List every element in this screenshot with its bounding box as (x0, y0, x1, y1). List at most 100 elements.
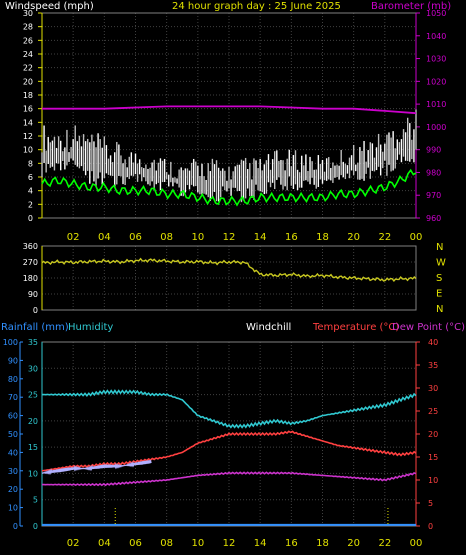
temp-y-tick-label: 15 (428, 453, 438, 462)
temp-y-tick-label: 0 (428, 522, 433, 531)
wind-x-tick-label: 04 (98, 232, 111, 243)
wind-y-tick-label: 22 (23, 64, 33, 73)
baro-y-tick-label: 1000 (426, 123, 446, 132)
wind-x-tick-label: 02 (67, 232, 80, 243)
direction-y-tick-label: 360 (23, 242, 38, 251)
wind-y-tick-label: 14 (23, 118, 33, 127)
baro-y-tick-label: 1030 (426, 55, 446, 64)
temp-x-tick-label: 10 (191, 538, 204, 549)
temp-x-tick-label: 02 (67, 538, 80, 549)
humidity-y-tick-label: 20 (28, 417, 38, 426)
wind-x-tick-label: 06 (129, 232, 142, 243)
windchill-line (41, 460, 152, 476)
wind-y-tick-label: 12 (23, 132, 33, 141)
temp-y-tick-label: 30 (428, 384, 438, 393)
wind-y-tick-label: 18 (23, 91, 33, 100)
baro-y-tick-label: 980 (426, 168, 441, 177)
direction-y-tick-label: 270 (23, 258, 38, 267)
temp-x-tick-label: 00 (410, 538, 423, 549)
temp-x-tick-label: 14 (254, 538, 267, 549)
temperature-line (41, 430, 417, 472)
wind-x-tick-label: 12 (223, 232, 236, 243)
baro-y-tick-label: 960 (426, 214, 441, 223)
humidity-y-tick-label: 35 (28, 338, 38, 347)
baro-y-tick-label: 990 (426, 146, 441, 155)
temp-x-tick-label: 18 (316, 538, 329, 549)
wind-y-tick-label: 4 (28, 187, 33, 196)
wind-y-tick-label: 20 (23, 77, 33, 86)
barometer-line (42, 105, 417, 115)
temp-y-tick-label: 5 (428, 499, 433, 508)
baro-y-tick-label: 1040 (426, 32, 446, 41)
humidity-line (41, 389, 417, 429)
temp-x-tick-label: 08 (160, 538, 173, 549)
baro-y-tick-label: 1020 (426, 77, 446, 86)
wind-y-tick-label: 24 (23, 50, 33, 59)
wind-y-tick-label: 0 (28, 214, 33, 223)
wind-direction-line (41, 257, 417, 282)
humidity-y-tick-label: 15 (28, 443, 38, 452)
compass-label: W (436, 258, 446, 269)
humidity-y-tick-label: 5 (33, 496, 38, 505)
wind-x-tick-label: 20 (347, 232, 360, 243)
graph-date-title: 24 hour graph day : 25 June 2025 (172, 1, 341, 12)
temp-x-tick-label: 20 (347, 538, 360, 549)
wind-y-tick-label: 26 (23, 36, 33, 45)
direction-y-tick-label: 0 (33, 306, 38, 315)
temp-y-tick-label: 10 (428, 476, 438, 485)
direction-y-tick-label: 90 (28, 290, 38, 299)
windchill-title: Windchill (246, 322, 291, 333)
rain-y-tick-label: 100 (3, 338, 18, 347)
wind-x-tick-label: 08 (160, 232, 173, 243)
wind-y-tick-label: 8 (28, 159, 33, 168)
rain-y-tick-label: 90 (8, 356, 18, 365)
temp-y-tick-label: 35 (428, 361, 438, 370)
wind-barometer-chart: 0246810121416182022242628309609709809901… (23, 9, 447, 243)
temperature-title: Temperature (°C) (312, 322, 399, 333)
wind-x-tick-label: 18 (316, 232, 329, 243)
rain-y-tick-label: 10 (8, 504, 18, 513)
baro-y-tick-label: 1010 (426, 100, 446, 109)
compass-label: S (436, 273, 442, 284)
wind-y-tick-label: 16 (23, 105, 33, 114)
compass-label: N (436, 304, 443, 315)
baro-y-tick-label: 1050 (426, 9, 446, 18)
rain-y-tick-label: 0 (13, 522, 18, 531)
wind-y-tick-label: 10 (23, 146, 33, 155)
wind-y-tick-label: 30 (23, 9, 33, 18)
compass-label: N (436, 242, 443, 253)
wind-y-tick-label: 6 (28, 173, 33, 182)
temp-x-tick-label: 04 (98, 538, 111, 549)
direction-y-tick-label: 180 (23, 274, 38, 283)
humidity-title: Humidity (68, 322, 113, 333)
dewpoint-line (42, 471, 417, 487)
temp-x-tick-label: 22 (378, 538, 391, 549)
wind-x-tick-label: 14 (254, 232, 267, 243)
rain-y-tick-label: 40 (8, 448, 18, 457)
baro-y-tick-label: 970 (426, 191, 441, 200)
temp-x-tick-label: 16 (285, 538, 298, 549)
rain-y-tick-label: 70 (8, 393, 18, 402)
dewpoint-title: Dew Point (°C) (392, 322, 465, 333)
wind-x-tick-label: 00 (410, 232, 423, 243)
average-wind-line (41, 168, 417, 207)
wind-y-tick-label: 2 (28, 200, 33, 209)
wind-x-tick-label: 16 (285, 232, 298, 243)
temp-x-tick-label: 06 (129, 538, 142, 549)
rain-y-tick-label: 30 (8, 467, 18, 476)
wind-y-tick-label: 28 (23, 23, 33, 32)
humidity-y-tick-label: 0 (33, 522, 38, 531)
compass-label: E (436, 289, 442, 300)
rain-y-tick-label: 20 (8, 485, 18, 494)
rain-y-tick-label: 60 (8, 412, 18, 421)
temp-x-tick-label: 12 (223, 538, 236, 549)
temp-y-tick-label: 40 (428, 338, 438, 347)
rain-y-tick-label: 80 (8, 375, 18, 384)
wind-x-tick-label: 10 (191, 232, 204, 243)
humidity-y-tick-label: 30 (28, 364, 38, 373)
wind-x-tick-label: 22 (378, 232, 391, 243)
temp-y-tick-label: 20 (428, 430, 438, 439)
humidity-y-tick-label: 10 (28, 469, 38, 478)
